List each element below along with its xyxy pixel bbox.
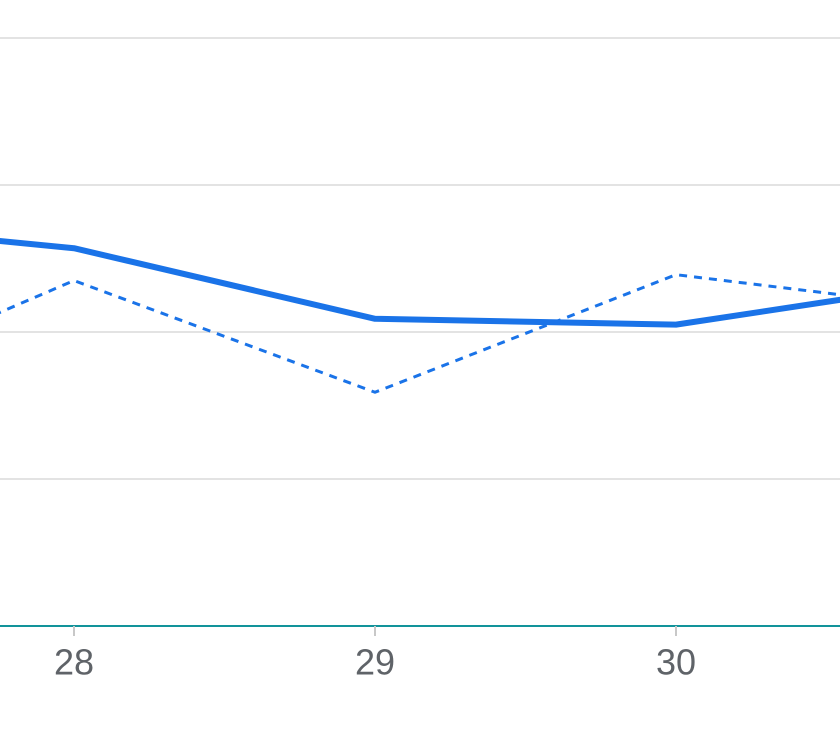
x-tick-label: 29	[355, 642, 395, 683]
series-line	[0, 237, 840, 328]
comparison-line	[0, 273, 840, 394]
x-tick-label: 30	[656, 642, 696, 683]
x-tick-label: 28	[54, 642, 94, 683]
